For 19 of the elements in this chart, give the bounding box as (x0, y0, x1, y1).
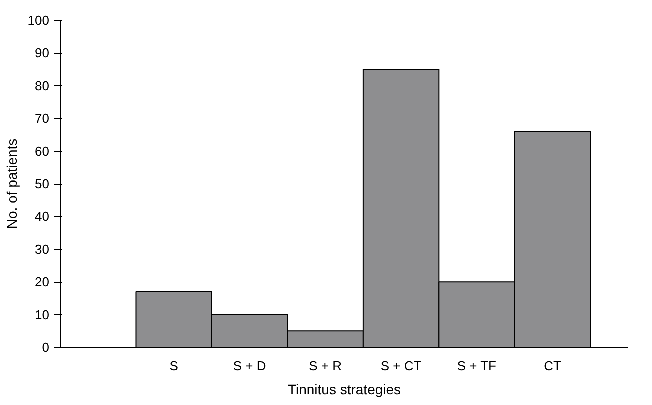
y-tick-label: 20 (35, 274, 50, 290)
x-tick-label: S + TF (457, 358, 497, 374)
y-tick-label: 30 (35, 242, 50, 257)
y-tick-label: 100 (28, 13, 50, 28)
x-tick-label: CT (544, 358, 562, 374)
y-tick-label: 80 (35, 78, 50, 94)
x-tick-label: S + R (309, 358, 342, 374)
x-tick-label: S + D (233, 358, 266, 374)
y-tick-label: 90 (35, 46, 50, 61)
y-tick-label: 70 (35, 111, 50, 126)
y-tick-label: 40 (35, 209, 50, 224)
x-axis-title: Tinnitus strategies (288, 382, 402, 398)
x-tick-label: S + CT (380, 358, 422, 374)
y-tick-label: 60 (35, 144, 50, 159)
y-tick-label: 10 (35, 307, 50, 322)
x-tick-label: S (170, 358, 179, 374)
y-axis-title: No. of patients (4, 138, 20, 230)
y-tick-label: 0 (42, 340, 50, 355)
y-tick-label: 50 (35, 176, 50, 192)
